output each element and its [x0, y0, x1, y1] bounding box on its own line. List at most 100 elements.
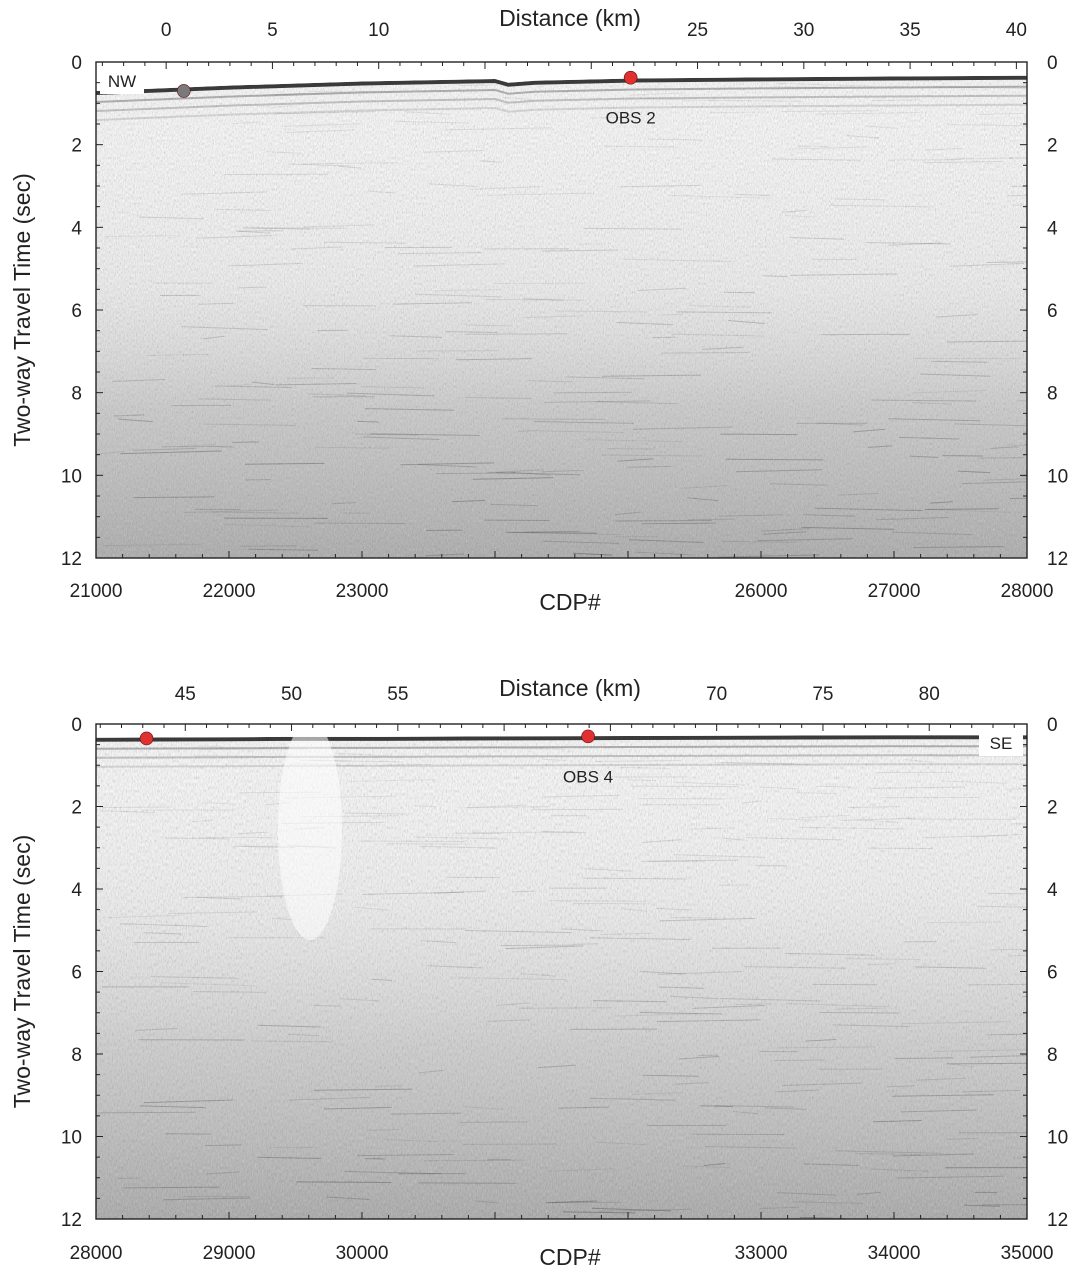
reflector-streak [595, 759, 681, 763]
reflector-streak [367, 190, 395, 194]
reflector-streak [839, 817, 915, 821]
reflector-streak [946, 124, 1027, 127]
reflector-streak [113, 414, 145, 417]
reflector-streak [984, 478, 1027, 481]
bottom-tick-label: 22000 [203, 581, 256, 602]
reflector-streak [164, 837, 230, 840]
reflector-streak [658, 986, 705, 989]
reflector-streak [834, 198, 885, 201]
reflector-streak [244, 478, 271, 481]
reflector-streak [721, 540, 797, 543]
reflector-streak [160, 982, 257, 987]
reflector-streak [846, 958, 921, 961]
reflector-streak [459, 1121, 528, 1123]
reflector-streak [720, 762, 819, 766]
reflector-streak [345, 1171, 442, 1175]
reflector-streak [601, 374, 702, 377]
reflector-streak [764, 1107, 807, 1110]
reflector-streak [734, 193, 771, 197]
reflector-streak [470, 186, 541, 190]
bottom-tick-label: 34000 [868, 1243, 921, 1264]
reflector-streak [627, 779, 656, 782]
reflector-streak [718, 514, 783, 517]
reflector-streak [445, 127, 553, 131]
obs-marker [139, 731, 154, 746]
reflector-streak [424, 149, 484, 153]
reflector-streak [460, 804, 526, 809]
reflector-streak [601, 454, 702, 457]
reflector-streak [464, 929, 573, 934]
reflector-streak [614, 511, 641, 516]
reflector-streak [639, 97, 719, 102]
reflector-streak [307, 393, 366, 397]
reflector-streak [496, 472, 581, 476]
reflector-streak [211, 511, 299, 514]
reflector-streak [661, 352, 749, 354]
reflector-streak [303, 224, 375, 228]
reflector-streak [790, 273, 898, 276]
reflector-streak [672, 333, 765, 337]
reflector-streak [123, 1186, 220, 1189]
reflector-streak [248, 548, 319, 551]
reflector-streak [224, 523, 310, 528]
reflector-streak [517, 430, 539, 432]
reflector-streak [913, 546, 1004, 548]
reflector-streak [257, 1156, 322, 1160]
reflector-streak [313, 1004, 341, 1007]
right-tick-label: 10 [1047, 466, 1068, 487]
reflector-streak [112, 378, 166, 382]
reflector-streak [781, 209, 807, 213]
reflector-streak [275, 382, 357, 386]
reflector-streak [215, 385, 292, 389]
reflector-streak [962, 1089, 1021, 1093]
reflector-streak [346, 392, 435, 397]
reflector-streak [488, 192, 595, 196]
reflector-streak [281, 123, 362, 127]
reflector-streak [1014, 823, 1027, 825]
reflector-streak [542, 794, 620, 798]
reflector-streak [287, 1033, 319, 1037]
reflector-streak [238, 831, 269, 835]
reflector-streak [600, 932, 653, 935]
reflector-streak [912, 389, 987, 394]
reflector-streak [920, 373, 991, 377]
reflector-streak [786, 214, 816, 218]
blank-zone [278, 724, 342, 940]
reflector-streak [590, 116, 634, 119]
reflector-streak [832, 1024, 911, 1028]
reflector-streak [435, 472, 516, 475]
reflector-streak [763, 275, 788, 278]
reflector-streak [413, 836, 508, 840]
reflector-streak [394, 120, 470, 124]
reflector-streak [987, 892, 1027, 895]
reflector-streak [777, 82, 869, 87]
corner-label: NW [108, 72, 136, 91]
reflector-streak [180, 191, 268, 195]
reflector-streak [689, 827, 736, 830]
sediment-layer [96, 94, 1027, 112]
reflector-streak [363, 436, 440, 441]
top-tick-label: 25 [687, 20, 708, 41]
reflector-streak [916, 1077, 966, 1081]
reflector-streak [776, 1089, 819, 1093]
reflector-streak [630, 785, 739, 788]
reflector-streak [945, 157, 1014, 160]
reflector-streak [632, 1092, 683, 1095]
reflector-streak [595, 401, 678, 405]
reflector-streak [1021, 475, 1027, 477]
reflector-streak [192, 819, 214, 823]
reflector-streak [1024, 444, 1027, 446]
reflector-streak [184, 509, 279, 514]
reflector-streak [657, 970, 743, 975]
reflector-streak [872, 99, 921, 102]
left-tick-label: 6 [71, 301, 82, 322]
reflector-streak [614, 1013, 699, 1017]
reflector-streak [98, 1111, 196, 1114]
reflector-streak [541, 831, 587, 834]
reflector-streak [687, 497, 718, 502]
reflector-streak [786, 1003, 890, 1008]
bottom-tick-label: 35000 [1001, 1243, 1054, 1264]
reflector-streak [500, 944, 575, 947]
reflector-streak [227, 383, 251, 387]
left-tick-label: 6 [71, 963, 82, 984]
